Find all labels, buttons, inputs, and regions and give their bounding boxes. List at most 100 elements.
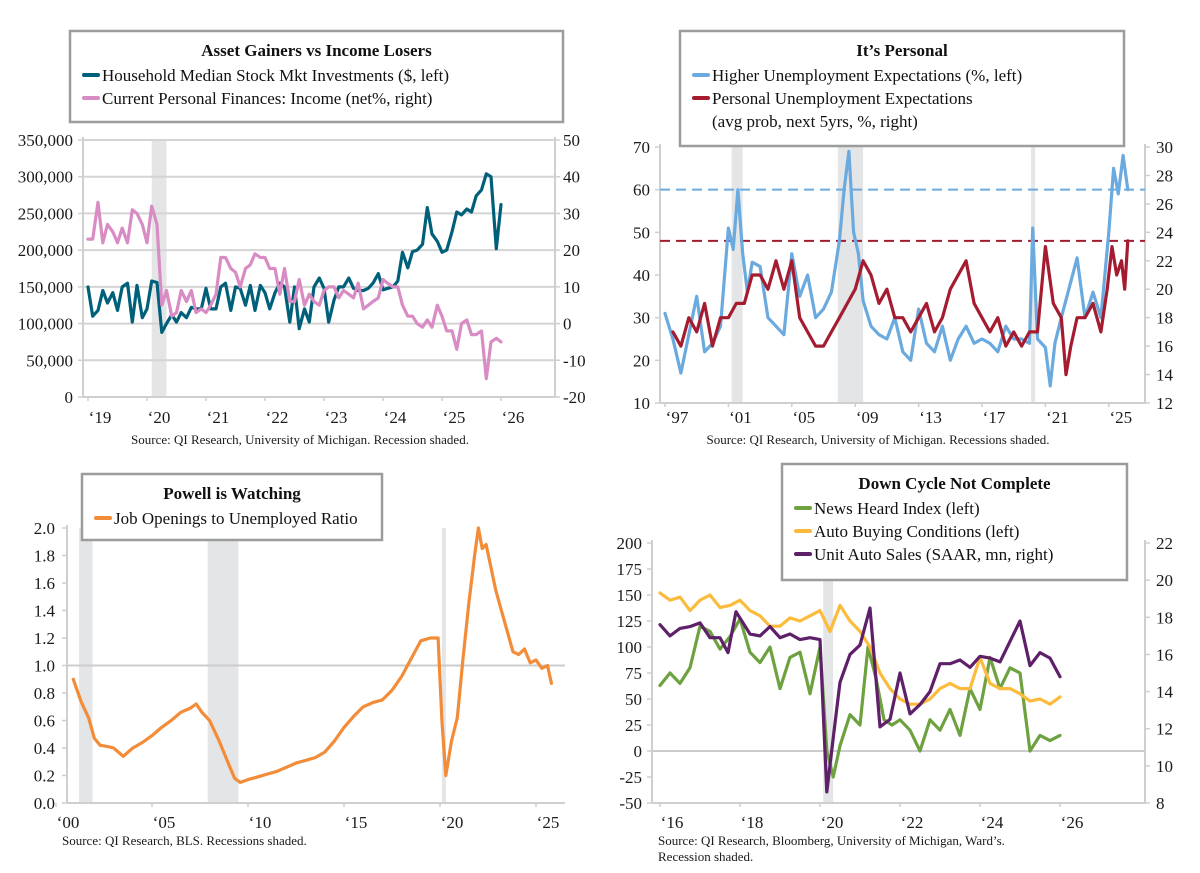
y-right-tick-label: 0 — [563, 315, 572, 334]
legend-title: It’s Personal — [856, 41, 948, 60]
y-left-tick-label: 70 — [633, 138, 650, 157]
x-tick-label: ‘24 — [981, 813, 1004, 832]
y-left-tick-label: 0 — [65, 388, 74, 407]
legend-box — [678, 29, 1126, 148]
x-tick-label: ‘05 — [792, 408, 815, 427]
y-left-tick-label: 60 — [633, 181, 650, 200]
chart-1: 0 50,000 100,000 150,000 200,000 250,000 300,0… — [18, 29, 586, 447]
x-tick-label: ‘26 — [1061, 813, 1084, 832]
legend-box — [780, 462, 1129, 582]
x-tick-label: ‘09 — [856, 408, 879, 427]
y-left-tick-label: 1.2 — [34, 629, 55, 648]
y-right-tick-label: 12 — [1156, 720, 1173, 739]
recession-shading — [823, 543, 834, 803]
source-note: Source: QI Research, Bloomberg, Universi… — [658, 833, 1005, 848]
x-tick-label: ‘20 — [441, 813, 464, 832]
y-right-tick-label: 30 — [1156, 138, 1173, 157]
x-tick-label: ‘24 — [384, 408, 407, 427]
y-left-tick-label: 20 — [633, 351, 650, 370]
x-tick-label: ‘25 — [443, 408, 466, 427]
chart-3: 0.0 0.2 0.4 0.6 0.8 1.0 1.2 1.4 1.6 1.8 2.0 ‘00 ‘05 ‘… — [34, 472, 565, 848]
y-right-tick-label: 14 — [1156, 366, 1174, 385]
y-left-tick-label: 0 — [634, 742, 643, 761]
y-left-tick-label: 200,000 — [18, 241, 73, 260]
x-tick-label: ‘16 — [661, 813, 684, 832]
y-left-tick-label: 1.0 — [34, 657, 55, 676]
series-line-1 — [86, 172, 503, 334]
legend-item-label: (avg prob, next 5yrs, %, right) — [712, 112, 918, 131]
y-right-tick-label: 22 — [1156, 534, 1173, 553]
y-left-tick-label: 125 — [617, 612, 643, 631]
x-tick-label: ‘05 — [153, 813, 176, 832]
y-right-tick-label: 14 — [1156, 683, 1174, 702]
y-left-tick-label: 50 — [633, 223, 650, 242]
y-left-tick-label: 150,000 — [18, 278, 73, 297]
y-left-tick-label: 0.2 — [34, 767, 55, 786]
series-line-1 — [71, 526, 554, 785]
y-left-tick-label: 50 — [625, 690, 642, 709]
x-tick-label: ‘00 — [57, 813, 80, 832]
y-left-tick-label: 200 — [617, 534, 643, 553]
legend-title: Down Cycle Not Complete — [858, 474, 1051, 493]
x-tick-label: ‘18 — [741, 813, 764, 832]
y-right-tick-label: 26 — [1156, 195, 1173, 214]
y-left-tick-label: 0.8 — [34, 684, 55, 703]
y-left-tick-label: 1.8 — [34, 547, 55, 566]
y-left-tick-label: -25 — [619, 768, 642, 787]
y-right-tick-label: 20 — [1156, 280, 1173, 299]
y-right-tick-label: 16 — [1156, 337, 1173, 356]
recession-shading — [731, 147, 743, 403]
y-right-tick-label: 22 — [1156, 252, 1173, 271]
y-right-tick-label: 24 — [1156, 223, 1174, 242]
y-right-tick-label: 12 — [1156, 394, 1173, 413]
x-tick-label: ‘25 — [1109, 408, 1132, 427]
series-line-2 — [658, 591, 1062, 706]
x-tick-label: ‘17 — [983, 408, 1006, 427]
y-left-tick-label: 0.0 — [34, 794, 55, 813]
source-note: Source: QI Research, University of Michi… — [707, 432, 1050, 447]
series-line-3 — [658, 606, 1062, 794]
y-left-tick-label: 350,000 — [18, 131, 73, 150]
y-right-tick-label: 8 — [1156, 794, 1165, 813]
y-left-tick-label: 1.6 — [34, 574, 55, 593]
legend-item-label: Unit Auto Sales (SAAR, mn, right) — [814, 545, 1053, 564]
x-tick-label: ‘22 — [266, 408, 289, 427]
y-right-tick-label: 16 — [1156, 645, 1173, 664]
y-left-tick-label: 75 — [625, 664, 642, 683]
y-right-tick-label: 30 — [563, 204, 580, 223]
y-left-tick-label: 175 — [617, 560, 643, 579]
y-left-tick-label: -50 — [619, 794, 642, 813]
series-line-2 — [671, 239, 1130, 377]
legend-item-label: Current Personal Finances: Income (net%,… — [102, 89, 432, 108]
y-right-tick-label: 18 — [1156, 309, 1173, 328]
y-right-tick-label: 10 — [563, 278, 580, 297]
y-left-tick-label: 0.4 — [34, 739, 56, 758]
series-line-2 — [86, 200, 503, 381]
legend: Asset Gainers vs Income Losers Household … — [68, 29, 565, 124]
legend-item-label: News Heard Index (left) — [814, 499, 980, 518]
y-left-tick-label: 10 — [633, 394, 650, 413]
legend-item-label: Auto Buying Conditions (left) — [814, 522, 1019, 541]
legend: Down Cycle Not Complete News Heard Index … — [780, 462, 1129, 582]
y-left-tick-label: 40 — [633, 266, 650, 285]
y-right-tick-label: 20 — [563, 241, 580, 260]
y-right-tick-label: 10 — [1156, 757, 1173, 776]
y-left-tick-label: 2.0 — [34, 519, 55, 538]
y-left-tick-label: 50,000 — [26, 351, 73, 370]
y-left-tick-label: 150 — [617, 586, 643, 605]
y-right-tick-label: 50 — [563, 131, 580, 150]
y-left-tick-label: 250,000 — [18, 204, 73, 223]
legend-item-label: Job Openings to Unemployed Ratio — [114, 509, 358, 528]
y-left-tick-label: 30 — [633, 309, 650, 328]
y-right-tick-label: 20 — [1156, 571, 1173, 590]
legend: It’s Personal Higher Unemployment Expecta… — [678, 29, 1126, 148]
source-note-line2: Recession shaded. — [658, 849, 753, 864]
chart-2: 10 20 30 40 50 60 70 12 14 16 18 20 22 24 26 28 30 ‘97 ‘01… — [633, 29, 1174, 447]
x-tick-label: ‘13 — [919, 408, 942, 427]
y-left-tick-label: 100 — [617, 638, 643, 657]
y-right-tick-label: -20 — [563, 388, 586, 407]
x-tick-label: ‘15 — [345, 813, 368, 832]
x-tick-label: ‘22 — [901, 813, 924, 832]
x-tick-label: ‘21 — [1046, 408, 1069, 427]
